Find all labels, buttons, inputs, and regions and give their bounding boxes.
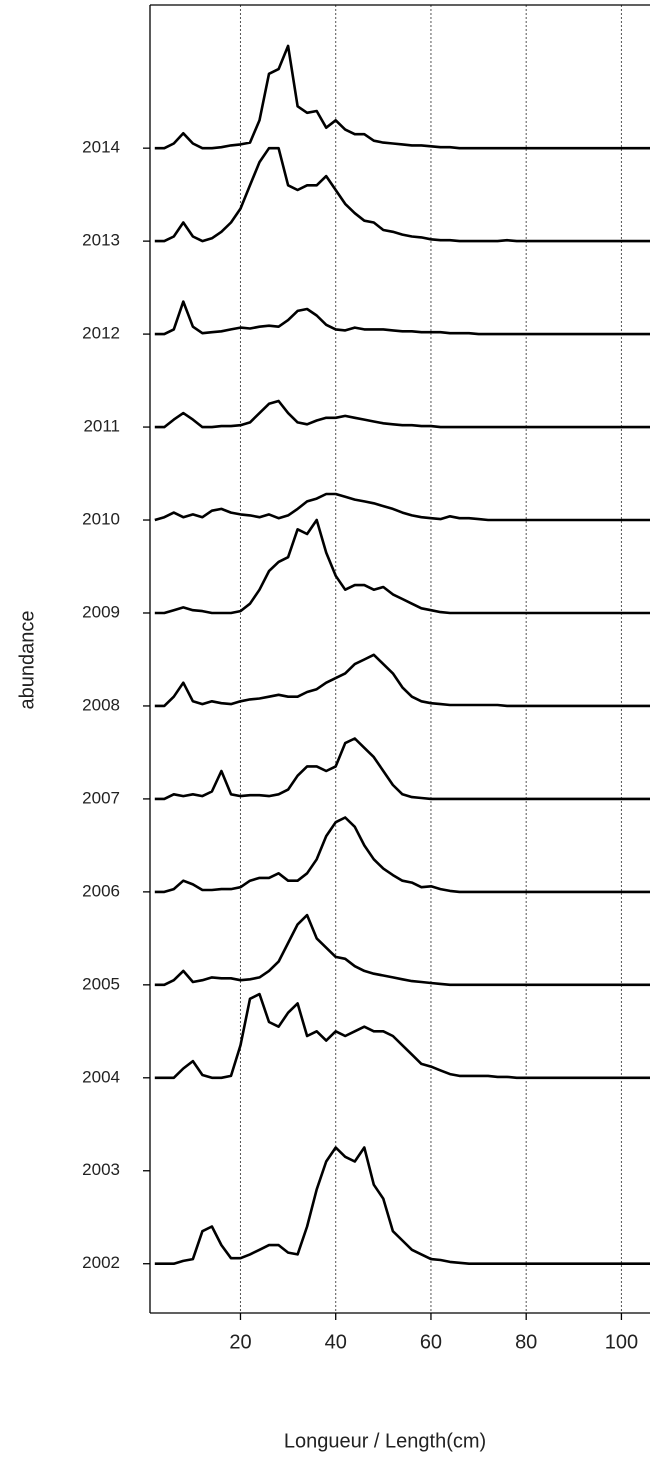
ridge-line <box>154 913 650 987</box>
x-tick-label: 60 <box>420 1331 442 1353</box>
y-tick-label: 2005 <box>82 974 120 993</box>
y-tick-label: 2007 <box>82 788 120 807</box>
x-tick-label: 100 <box>605 1331 638 1353</box>
ridge-line <box>154 146 650 243</box>
ridge-line <box>154 653 650 708</box>
y-tick-label: 2011 <box>83 417 120 436</box>
y-tick-label: 2003 <box>82 1160 120 1179</box>
ridge-line <box>154 1146 650 1265</box>
y-tick-label: 2004 <box>82 1067 120 1086</box>
y-tick-label: 2008 <box>82 695 120 714</box>
y-tick-label: 2009 <box>82 602 120 621</box>
ridge-line <box>154 492 650 522</box>
ridge-line <box>154 992 650 1080</box>
y-tick-label: 2013 <box>82 231 120 250</box>
ridge-line <box>154 300 650 336</box>
ridge-line <box>154 737 650 801</box>
ridge-line <box>154 816 650 894</box>
y-tick-label: 2002 <box>82 1253 120 1272</box>
x-tick-label: 20 <box>229 1331 251 1353</box>
y-axis-label: abundance <box>16 611 38 710</box>
ridge-line <box>154 518 650 615</box>
ridge-line <box>154 44 650 150</box>
y-tick-label: 2010 <box>82 510 120 529</box>
ridge-line <box>154 399 650 429</box>
y-tick-label: 2012 <box>82 324 120 343</box>
x-axis-label: Longueur / Length(cm) <box>284 1430 486 1452</box>
x-tick-label: 80 <box>515 1331 537 1353</box>
x-tick-label: 40 <box>325 1331 347 1353</box>
y-tick-label: 2014 <box>82 138 120 157</box>
y-tick-label: 2006 <box>82 881 120 900</box>
